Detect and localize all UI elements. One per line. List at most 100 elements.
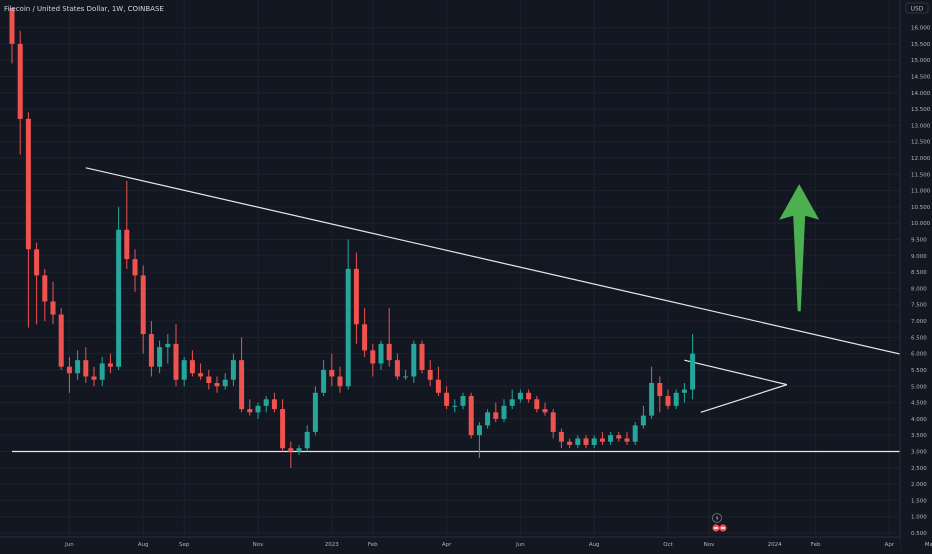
candle-body-down[interactable]	[239, 360, 245, 410]
candle-body-up[interactable]	[681, 389, 687, 393]
trendline-descending-resistance[interactable]	[85, 167, 932, 380]
candle-body-up[interactable]	[632, 425, 638, 442]
candle-body-up[interactable]	[673, 392, 679, 406]
currency-label[interactable]: USD	[911, 6, 924, 13]
price-tick-label: 16.000	[911, 26, 931, 32]
candle-body-down[interactable]	[435, 379, 441, 393]
candle-body-down[interactable]	[337, 376, 343, 387]
candle-body-up[interactable]	[476, 425, 482, 436]
candle-body-up[interactable]	[99, 363, 105, 380]
candle-body-down[interactable]	[526, 392, 532, 400]
candle-body-down[interactable]	[558, 431, 564, 442]
time-axis: Jun Aug Sep Nov 2023 Feb Apr Jun Aug Oct Nov 2024 Fe…	[64, 542, 932, 548]
candle-body-down[interactable]	[198, 373, 204, 377]
candle-body-down[interactable]	[83, 360, 89, 377]
candle-body-down[interactable]	[148, 334, 154, 367]
candle-body-down[interactable]	[58, 314, 64, 367]
candle-body-down[interactable]	[42, 275, 48, 302]
candle-body-down[interactable]	[624, 438, 630, 442]
up-arrow-icon[interactable]	[779, 184, 820, 312]
candle-body-down[interactable]	[25, 118, 31, 250]
candle-body-down[interactable]	[173, 343, 179, 380]
candle-body-up[interactable]	[181, 360, 187, 380]
candle-body-up[interactable]	[591, 438, 597, 445]
candle-body-up[interactable]	[485, 412, 491, 426]
candle-body-down[interactable]	[386, 343, 392, 361]
candle-body-down[interactable]	[17, 43, 23, 119]
candle-body-down[interactable]	[599, 438, 605, 442]
candle-body-down[interactable]	[189, 360, 195, 374]
candle-body-down[interactable]	[583, 438, 589, 445]
candle-body-down[interactable]	[288, 448, 294, 452]
candle-body-up[interactable]	[378, 343, 384, 364]
arrow-layer	[779, 184, 820, 312]
candle-body-up[interactable]	[296, 448, 302, 452]
candle-body-up[interactable]	[304, 431, 310, 449]
candle-body-down[interactable]	[427, 369, 433, 380]
candle-body-down[interactable]	[214, 383, 220, 387]
candle-body-down[interactable]	[394, 360, 400, 377]
candle-body-up[interactable]	[116, 229, 122, 367]
candle-body-down[interactable]	[657, 383, 663, 397]
candle-body-up[interactable]	[255, 405, 261, 413]
price-tick-label: 3.000	[911, 449, 927, 455]
candle-body-down[interactable]	[107, 363, 113, 367]
candle-body-down[interactable]	[362, 324, 368, 351]
candle-body-up[interactable]	[649, 383, 655, 416]
candle-body-down[interactable]	[468, 396, 474, 436]
candle-body-down[interactable]	[550, 412, 556, 432]
candle-body-down[interactable]	[132, 259, 138, 276]
candle-body-up[interactable]	[501, 405, 507, 419]
candle-body-up[interactable]	[263, 399, 269, 406]
candle-body-down[interactable]	[567, 441, 573, 445]
candle-body-up[interactable]	[75, 360, 81, 374]
candle-body-up[interactable]	[403, 376, 409, 378]
candle-body-down[interactable]	[206, 376, 212, 383]
candle-body-down[interactable]	[370, 350, 376, 364]
candle-body-down[interactable]	[329, 369, 335, 377]
candle-body-down[interactable]	[271, 399, 277, 410]
candle-body-down[interactable]	[124, 229, 130, 260]
candle-body-down[interactable]	[444, 392, 450, 406]
candle-body-up[interactable]	[517, 392, 523, 400]
candle-body-up[interactable]	[230, 360, 236, 380]
candle-body-down[interactable]	[247, 409, 253, 413]
candle-body-down[interactable]	[616, 435, 622, 439]
event-markers[interactable]	[712, 513, 727, 532]
candle-body-up[interactable]	[608, 435, 614, 442]
candle-body-down[interactable]	[534, 399, 540, 410]
candle-body-up[interactable]	[460, 396, 466, 406]
price-tick-label: 10.000	[911, 221, 931, 227]
candle-body-down[interactable]	[50, 301, 56, 315]
candle-body-up[interactable]	[345, 268, 351, 387]
candle-body-down[interactable]	[140, 275, 146, 335]
candle-body-up[interactable]	[321, 369, 327, 393]
candle-body-down[interactable]	[280, 409, 286, 449]
candle-body-down[interactable]	[493, 412, 499, 419]
candle-body-up[interactable]	[640, 415, 646, 426]
currency-badge[interactable]	[905, 2, 929, 14]
candle-body-up[interactable]	[411, 343, 417, 377]
time-tick-label: Feb	[811, 542, 821, 548]
candle-body-down[interactable]	[419, 343, 425, 370]
candle-body-down[interactable]	[9, 8, 15, 44]
candle-body-down[interactable]	[91, 376, 97, 380]
candle-body-up[interactable]	[690, 353, 696, 390]
candle-body-up[interactable]	[509, 399, 515, 406]
candle-body-up[interactable]	[157, 347, 163, 367]
candle-body-up[interactable]	[452, 405, 458, 407]
trendline-pennant-lower[interactable]	[700, 384, 788, 413]
candle-body-up[interactable]	[575, 438, 581, 445]
candle-body-up[interactable]	[165, 343, 171, 348]
candle-body-down[interactable]	[34, 249, 40, 276]
price-tick-label: 8.000	[911, 286, 927, 292]
trendline-pennant-upper[interactable]	[684, 359, 788, 386]
candle-body-down[interactable]	[66, 366, 72, 374]
candle-body-down[interactable]	[542, 409, 548, 413]
candle-body-up[interactable]	[222, 379, 228, 387]
candle-body-up[interactable]	[312, 392, 318, 432]
candle-body-down[interactable]	[353, 268, 359, 325]
candle-body-down[interactable]	[665, 396, 671, 406]
